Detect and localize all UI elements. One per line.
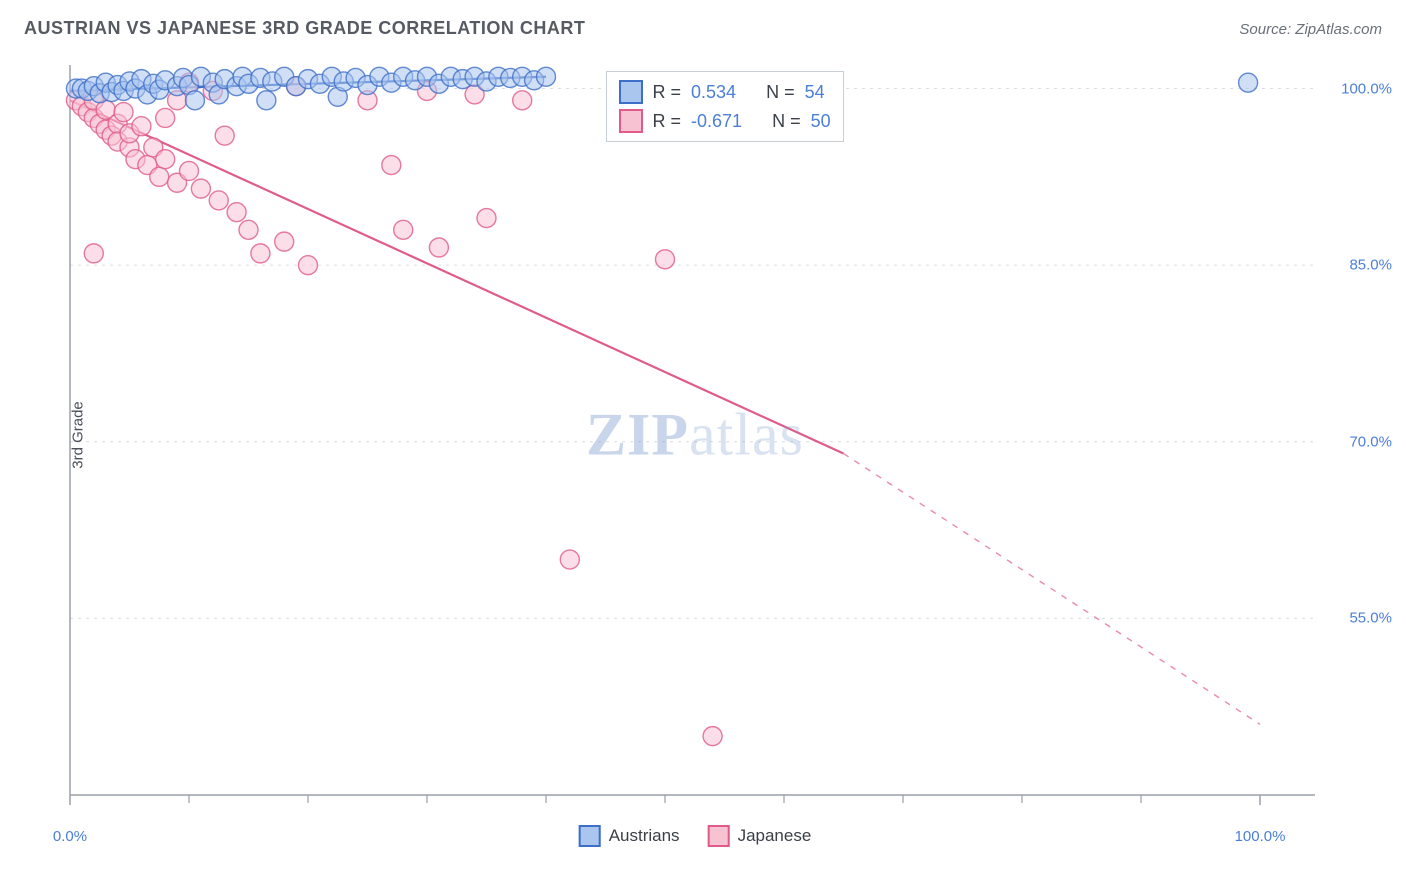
source-attribution: Source: ZipAtlas.com bbox=[1239, 21, 1382, 38]
y-tick-label: 55.0% bbox=[1349, 610, 1392, 627]
legend-label: Austrians bbox=[609, 826, 680, 846]
y-tick-label: 70.0% bbox=[1349, 433, 1392, 450]
correlation-stats-legend: R = 0.534 N = 54R = -0.671 N = 50 bbox=[606, 71, 844, 143]
legend-item: Japanese bbox=[708, 825, 812, 847]
legend-swatch bbox=[579, 825, 601, 847]
legend-label: Japanese bbox=[738, 826, 812, 846]
chart-canvas bbox=[60, 55, 1330, 815]
legend-item: Austrians bbox=[579, 825, 680, 847]
legend-swatch bbox=[619, 80, 643, 104]
x-tick-label: 0.0% bbox=[53, 828, 87, 845]
x-tick-label: 100.0% bbox=[1235, 828, 1286, 845]
series-legend: Austrians Japanese bbox=[579, 825, 812, 847]
legend-swatch bbox=[708, 825, 730, 847]
scatter-plot: 3rd Grade ZIPatlas R = 0.534 N = 54R = -… bbox=[60, 55, 1330, 815]
y-tick-label: 85.0% bbox=[1349, 257, 1392, 274]
y-axis-label: 3rd Grade bbox=[70, 401, 87, 469]
legend-swatch bbox=[619, 109, 643, 133]
legend-stat-row: R = -0.671 N = 50 bbox=[619, 107, 831, 136]
legend-stat-row: R = 0.534 N = 54 bbox=[619, 78, 831, 107]
y-tick-label: 100.0% bbox=[1341, 80, 1392, 97]
chart-title: AUSTRIAN VS JAPANESE 3RD GRADE CORRELATI… bbox=[24, 18, 585, 39]
